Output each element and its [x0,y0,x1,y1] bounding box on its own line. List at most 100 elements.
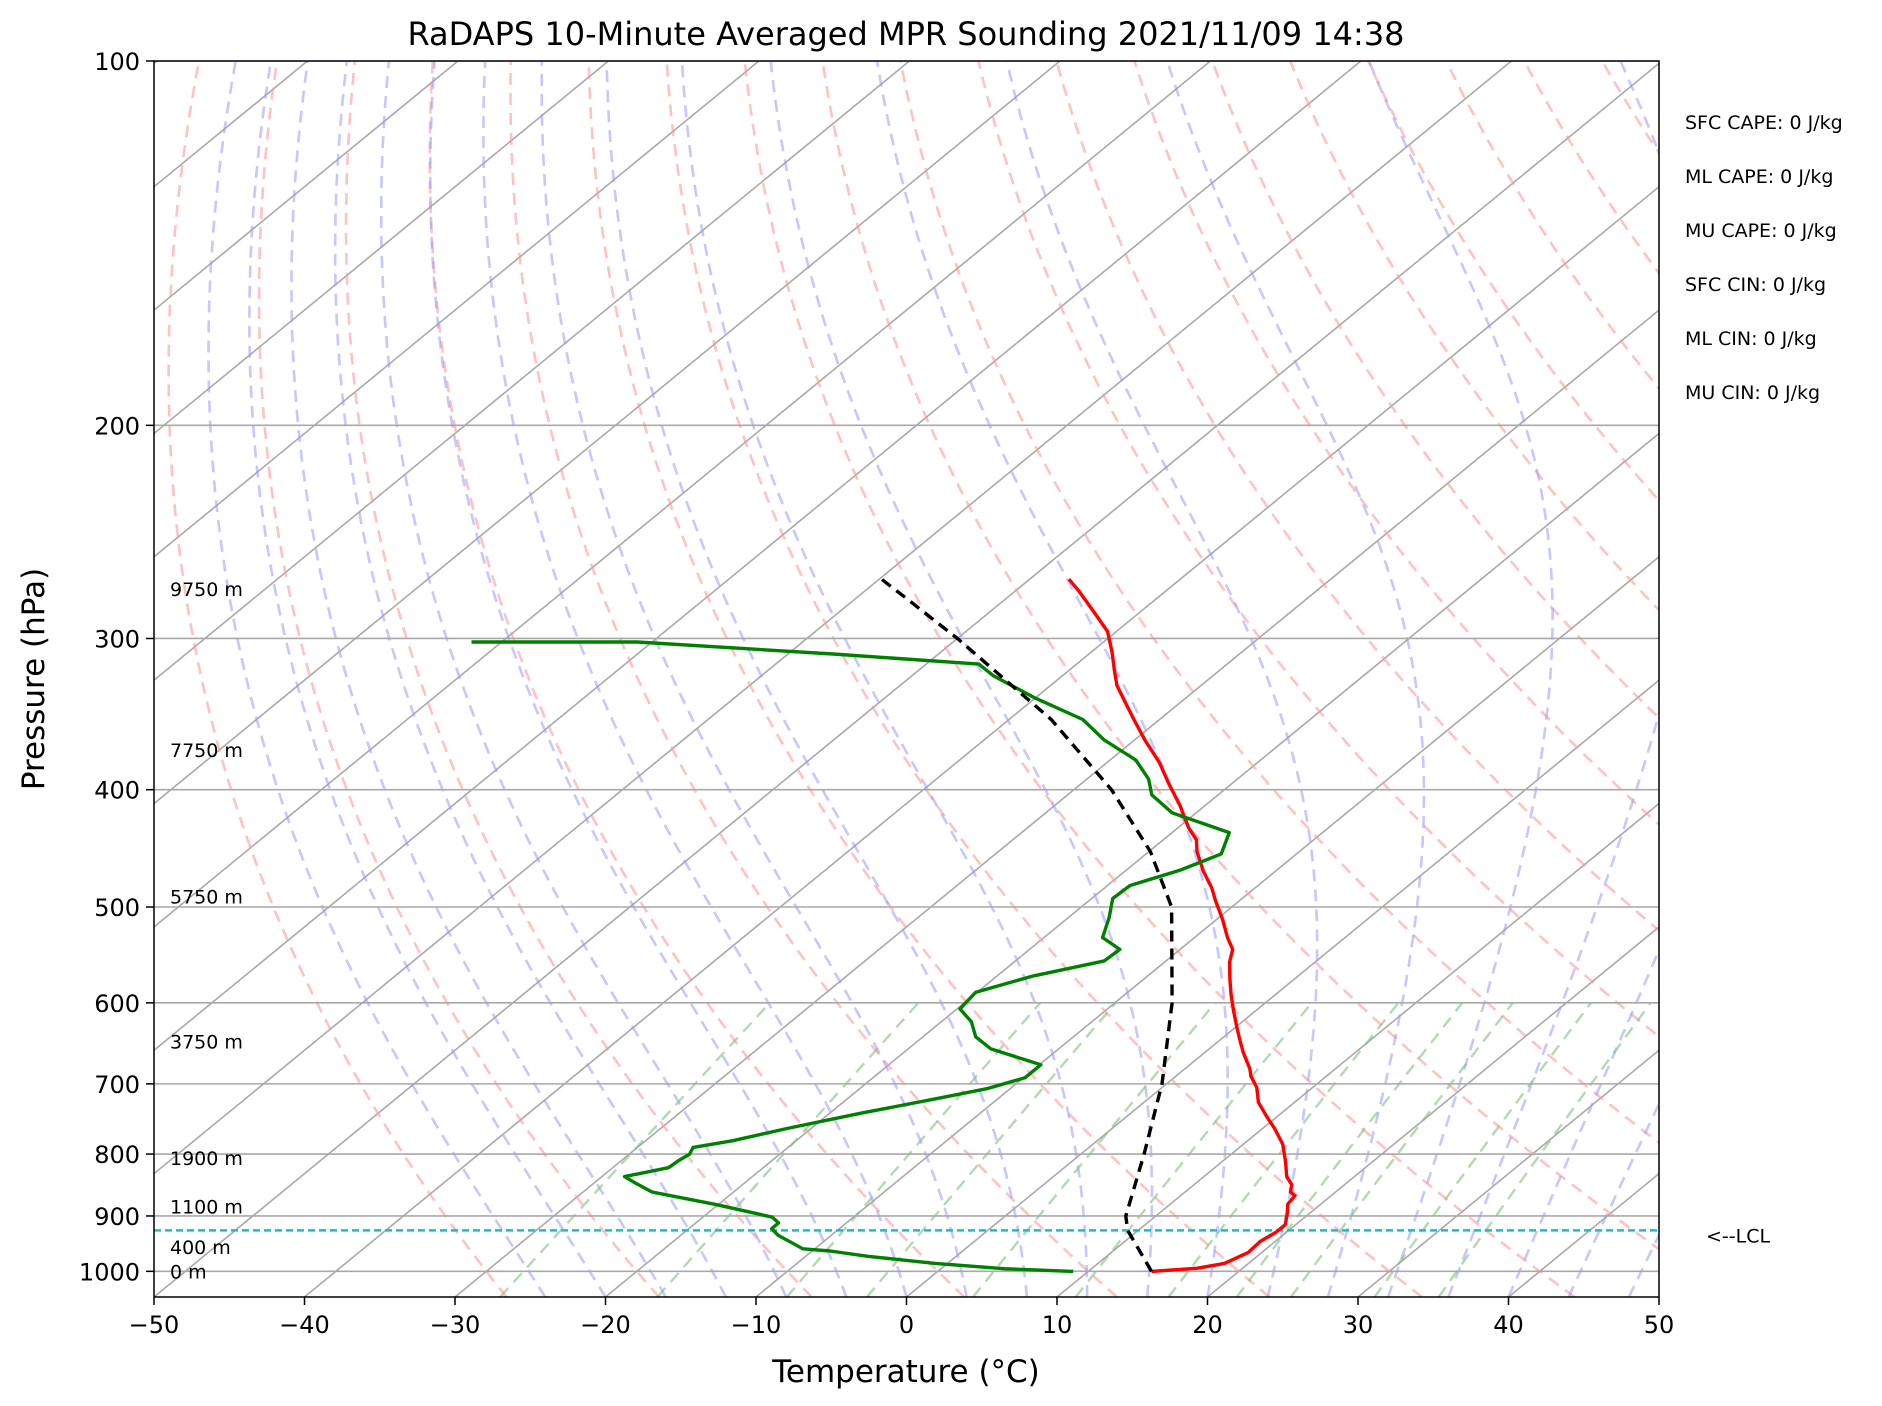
isotherm-line [154,61,1362,1052]
y-tick-label: 100 [94,48,140,76]
index-label: ML CIN: 0 J/kg [1685,328,1817,350]
y-tick-label: 200 [94,412,140,440]
y-axis-ticks: 100 200 300 400 500 600 700 800 900 1000 [79,48,154,1286]
index-label: ML CAPE: 0 J/kg [1685,166,1833,188]
mixing-ratio-line [865,1002,1117,1297]
height-label: 5750 m [170,886,243,908]
dry-adiabat-line [1445,61,1659,391]
y-tick-label: 600 [94,990,140,1018]
parcel-profile-line [875,573,1174,1273]
isotherm-line [1658,1295,1659,1297]
x-tick-label: −50 [129,1311,180,1339]
x-axis-ticks: −50 −40 −30 −20 −10 0 10 20 30 40 50 [129,1297,1674,1339]
dry-adiabat-line [1055,61,1659,933]
isotherm-line [154,61,760,558]
dry-adiabat-line [1758,61,1882,1297]
height-label: 0 m [170,1261,207,1283]
moist-adiabat-line [680,61,1089,1297]
temperature-profile-line [1067,578,1297,1274]
thermo-indices: SFC CAPE: 0 J/kg ML CAPE: 0 J/kg MU CAPE: … [1685,112,1843,404]
moist-adiabat-line [379,61,788,1297]
moist-adiabat-line [290,61,667,1297]
x-tick-label: −30 [430,1311,481,1339]
dry-adiabat-line [1680,61,1882,1297]
moist-adiabat-line [605,61,1029,1297]
x-tick-label: 10 [1042,1311,1073,1339]
mixing-ratio-line [785,1002,1042,1297]
lcl-label: <--LCL [1706,1225,1770,1247]
mixing-ratio-line [1074,1002,1313,1297]
mixing-ratio-line [499,1001,771,1297]
moist-adiabat-line [482,61,908,1297]
moist-adiabat-line [1507,947,1659,1297]
moist-adiabat-line [207,61,547,1297]
dry-adiabat-line [509,61,1118,1297]
isotherm-line [154,62,1659,1297]
isotherm-line [1507,1172,1659,1297]
isotherm-line [154,61,1512,1175]
isotherm-line [154,61,609,435]
isotherm-line [755,555,1659,1297]
y-tick-label: 800 [94,1141,140,1169]
isotherm-line [1357,1049,1659,1297]
mixing-ratio-line [1289,1002,1514,1297]
isotherm-line [303,185,1659,1297]
moist-adiabat-line [429,61,848,1297]
dry-adiabat-line [167,61,508,1297]
isotherm-line [905,679,1659,1297]
mixing-ratio-line [1235,1002,1464,1297]
y-axis-label: Pressure (hPa) [16,568,52,790]
isotherm-line [154,61,910,682]
dry-adiabat-line [821,61,1659,1251]
dry-adiabat-line [899,61,1659,1145]
height-label: 400 m [170,1237,231,1259]
x-tick-label: 30 [1343,1311,1374,1339]
mixing-ratio-line [656,1001,920,1297]
moist-adiabat-line [540,61,968,1297]
mixing-ratio-lines [499,1001,1652,1297]
height-label: 3750 m [170,1032,243,1054]
index-label: SFC CIN: 0 J/kg [1685,274,1826,296]
dry-adiabat-line [977,61,1659,1039]
mixing-ratio-line [972,1002,1217,1297]
isotherm-line [454,309,1659,1297]
dry-adiabat-line [428,61,966,1297]
isotherm-line [154,61,459,312]
isotherm-line [1810,61,1882,1297]
moist-adiabats [207,61,1659,1297]
moist-adiabat-line [1005,61,1319,1297]
y-tick-label: 900 [94,1203,140,1231]
y-tick-label: 700 [94,1071,140,1099]
isotherm-line [1206,925,1659,1297]
isotherm-line [604,432,1659,1297]
isotherm-line [1056,802,1659,1297]
mixing-ratio-line [1437,1002,1652,1297]
moist-adiabat-line [1447,61,1659,1297]
dry-adiabat-line [1600,61,1659,156]
sounding-series [471,573,1297,1274]
moist-adiabat-line [1165,61,1426,1297]
dry-adiabat-line [1211,61,1659,720]
isotherms [0,61,1882,1297]
dry-adiabat-line [587,61,1271,1297]
x-tick-label: −40 [279,1311,330,1339]
y-tick-label: 300 [94,625,140,653]
dry-adiabat-line [1836,61,1882,1297]
y-tick-label: 1000 [79,1258,140,1286]
index-label: MU CIN: 0 J/kg [1685,382,1820,404]
height-label: 1100 m [170,1197,243,1219]
x-tick-label: 40 [1493,1311,1524,1339]
chart-title: RaDAPS 10-Minute Averaged MPR Sounding 2… [407,15,1404,53]
dry-adiabat-line [1367,61,1659,503]
isotherm-line [0,61,6,1297]
plot-area [0,61,1882,1297]
dry-adiabat-line [743,61,1576,1297]
mixing-ratio-line [1167,1002,1400,1297]
dry-adiabat-line [665,61,1423,1297]
x-tick-label: −10 [731,1311,782,1339]
dry-adiabats [167,61,1882,1297]
isotherm-line [154,61,1211,928]
dewpoint-profile-line [471,640,1231,1274]
y-tick-label: 500 [94,894,140,922]
